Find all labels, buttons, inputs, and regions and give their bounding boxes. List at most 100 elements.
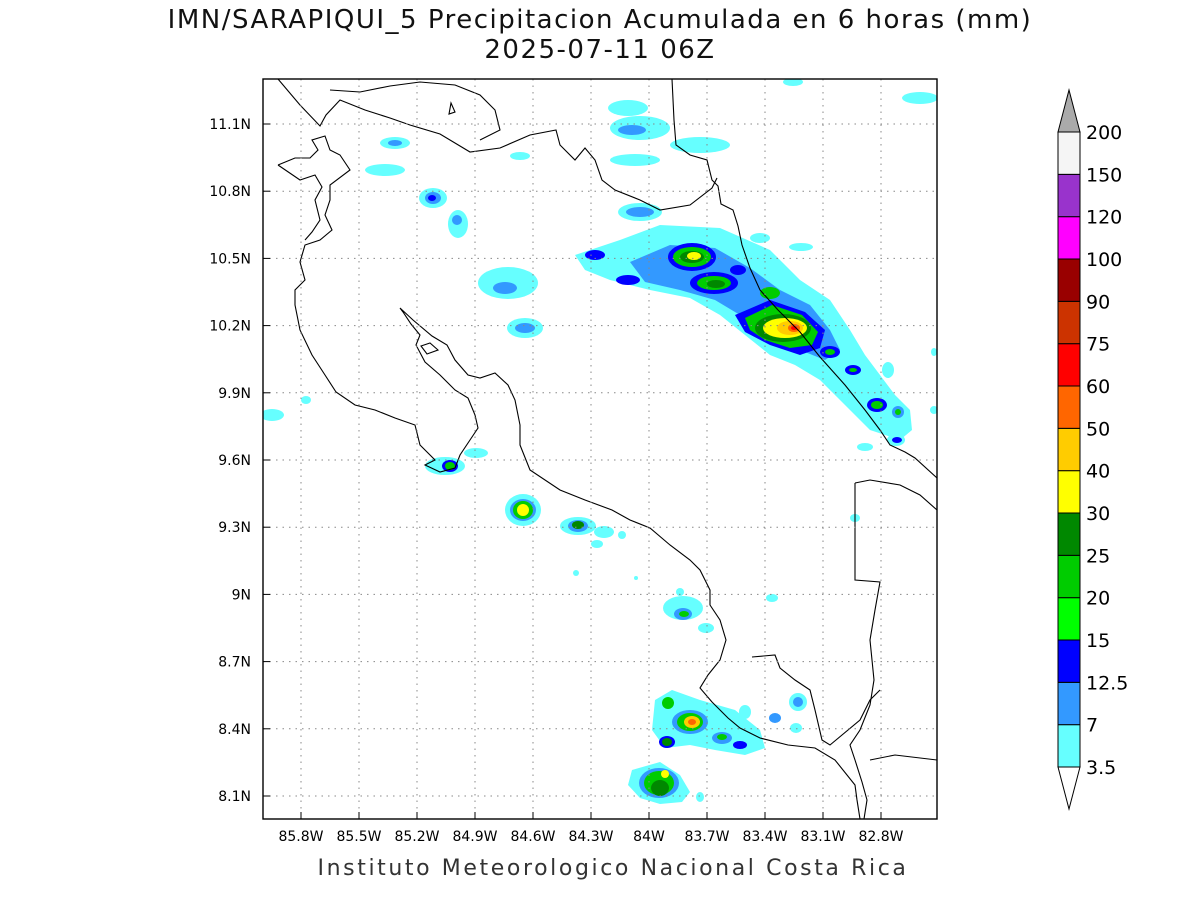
precip-cell — [493, 282, 517, 294]
precip-cell — [670, 137, 730, 153]
precip-cell — [930, 406, 937, 414]
precip-cell — [263, 409, 284, 421]
precip-cell — [783, 79, 803, 86]
nicoya-inner — [277, 164, 323, 241]
nicaragua-lake-shore — [329, 81, 501, 141]
lat-tick-label: 11.1N — [209, 117, 251, 133]
lat-tick-label: 10.2N — [209, 319, 251, 335]
precip-cell — [661, 770, 669, 778]
precip-cell — [857, 443, 873, 451]
lat-tick-label: 9.3N — [218, 520, 251, 536]
colorbar-label: 40 — [1086, 461, 1110, 483]
precip-cell — [634, 576, 638, 580]
coastlines — [277, 79, 937, 819]
latitude-axis: 11.1N 10.8N 10.5N 10.2N 9.9N 9.6N 9.3N 9N 8.7N 8.… — [209, 117, 270, 805]
lat-tick-label: 9N — [232, 587, 251, 603]
colorbar-label: 50 — [1086, 418, 1110, 440]
colorbar-swatch — [1057, 512, 1081, 556]
precip-cell — [626, 207, 654, 217]
precip-cell — [789, 243, 813, 251]
precip-cell — [510, 152, 530, 160]
lat-tick-label: 10.5N — [209, 251, 251, 267]
precip-cell — [610, 154, 660, 166]
colorbar-swatch — [1057, 554, 1081, 599]
precip-cell — [515, 323, 535, 333]
panama-coast-south — [869, 754, 937, 761]
precip-cell — [517, 504, 529, 516]
precip-cell — [733, 741, 747, 749]
colorbar-min-arrow — [1057, 766, 1081, 811]
precip-cell — [882, 362, 894, 378]
map-frame — [262, 78, 938, 820]
precip-cell — [616, 275, 640, 285]
colorbar-label: 90 — [1086, 291, 1110, 313]
precip-cell — [766, 594, 778, 602]
lon-tick-label: 84W — [633, 829, 665, 845]
precip-cell — [687, 252, 701, 260]
precip-cell — [365, 164, 405, 176]
precip-cell — [679, 611, 689, 617]
colorbar-swatch — [1057, 470, 1081, 514]
colorbar-label: 200 — [1086, 122, 1122, 144]
osa-peninsula — [751, 654, 881, 746]
colorbar-swatch — [1057, 427, 1081, 472]
panama-coast-east — [854, 479, 937, 511]
precip-cell — [696, 792, 704, 802]
lon-tick-label: 83.1W — [800, 829, 845, 845]
lat-tick-label: 8.1N — [218, 789, 251, 805]
precip-cell — [739, 705, 751, 719]
precip-cell — [662, 738, 672, 746]
precip-cell — [591, 540, 603, 548]
pacific-coast-north — [277, 135, 861, 819]
colorbar-swatch — [1057, 597, 1081, 641]
map-datetime: 2025-07-11 06Z — [484, 35, 716, 65]
precip-cell — [573, 570, 579, 576]
precip-cell — [676, 588, 684, 596]
colorbar-label: 12.5 — [1086, 672, 1128, 694]
precip-cell — [895, 409, 901, 415]
precip-cell — [585, 250, 605, 260]
island-outline — [448, 101, 456, 115]
precip-cell — [608, 100, 648, 116]
colorbar-label: 30 — [1086, 503, 1110, 525]
precip-cell — [892, 437, 902, 443]
longitude-axis: 85.8W 85.5W 85.2W 84.9W 84.6W 84.3W 84W 83.7W 83… — [278, 812, 904, 845]
precip-cell — [769, 713, 781, 723]
colorbar-label: 75 — [1086, 334, 1110, 356]
lon-tick-label: 84.9W — [452, 829, 497, 845]
precip-cell — [301, 396, 311, 404]
colorbar-swatch — [1057, 385, 1081, 429]
colorbar-swatch — [1057, 724, 1081, 768]
lon-tick-label: 83.4W — [742, 829, 787, 845]
colorbar-swatch — [1057, 258, 1081, 302]
precip-cell — [464, 448, 488, 458]
caribbean-coast — [671, 79, 937, 479]
lon-tick-label: 85.8W — [278, 829, 323, 845]
lon-tick-label: 85.5W — [336, 829, 381, 845]
colorbar-label: 25 — [1086, 545, 1110, 567]
precip-cell — [717, 734, 727, 740]
precip-colorbar: 3.5 7 12.5 15 20 25 30 40 50 60 75 90 100 120 150 200 — [1057, 88, 1128, 811]
lat-tick-label: 8.4N — [218, 722, 251, 738]
colorbar-label: 15 — [1086, 630, 1110, 652]
precip-cell — [452, 215, 462, 225]
colorbar-label: 60 — [1086, 376, 1110, 398]
precip-cell — [618, 531, 626, 539]
precip-cell — [793, 697, 803, 707]
precip-cell — [698, 623, 714, 633]
precip-cell — [572, 521, 584, 529]
panama-border — [849, 483, 881, 819]
precip-cell — [662, 697, 674, 709]
precip-cell — [825, 349, 835, 355]
colorbar-label: 120 — [1086, 207, 1122, 229]
precip-band — [575, 225, 912, 440]
lon-tick-label: 84.6W — [510, 829, 555, 845]
colorbar-swatch — [1057, 131, 1081, 175]
colorbar-label: 20 — [1086, 588, 1110, 610]
colorbar-label: 100 — [1086, 249, 1122, 271]
lon-tick-label: 82.8W — [858, 829, 903, 845]
precip-cell — [849, 368, 857, 372]
colorbar-swatch — [1057, 343, 1081, 387]
precip-cell — [388, 140, 402, 146]
precip-cell — [790, 723, 802, 733]
